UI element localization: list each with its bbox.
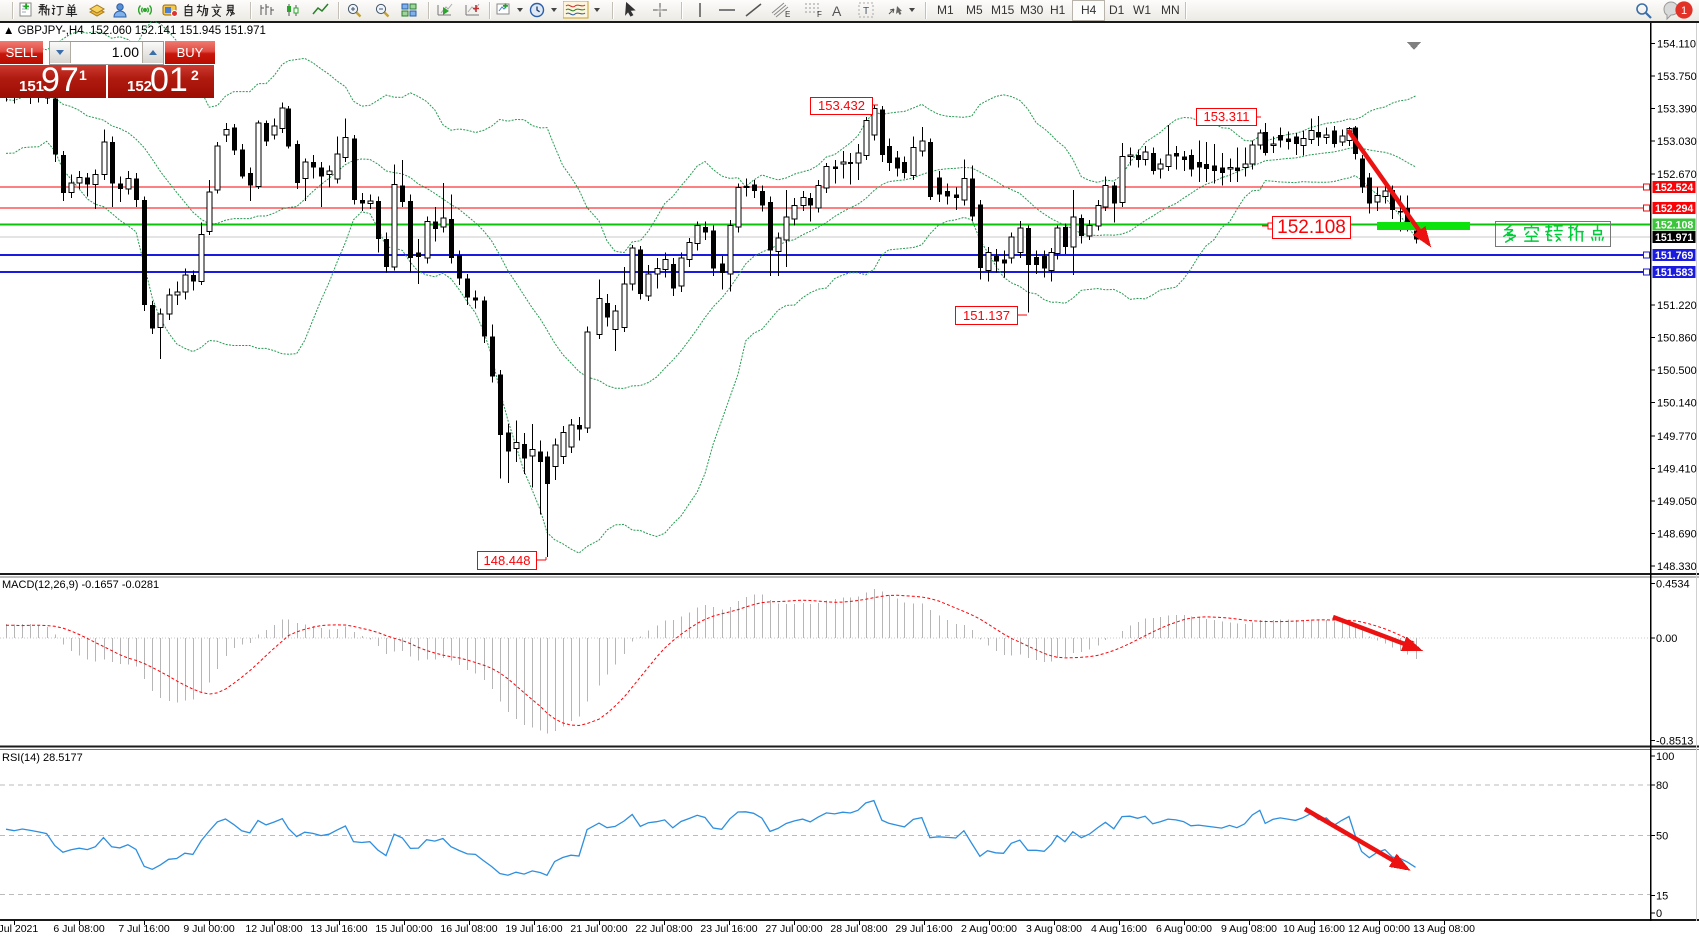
svg-text:100: 100 <box>1656 751 1674 763</box>
svg-text:9 Jul 00:00: 9 Jul 00:00 <box>183 923 235 935</box>
svg-text:153.390: 153.390 <box>1657 104 1697 116</box>
svg-text:9 Aug 08:00: 9 Aug 08:00 <box>1221 923 1277 935</box>
svg-text:1: 1 <box>1681 5 1687 17</box>
svg-text:13 Aug 08:00: 13 Aug 08:00 <box>1413 923 1475 935</box>
svg-text:15 Jul 00:00: 15 Jul 00:00 <box>375 923 432 935</box>
svg-text:22 Jul 08:00: 22 Jul 08:00 <box>635 923 692 935</box>
svg-text:149.770: 149.770 <box>1657 431 1697 443</box>
svg-text:28 Jul 08:00: 28 Jul 08:00 <box>830 923 887 935</box>
svg-text:-0.8513: -0.8513 <box>1656 736 1693 748</box>
svg-text:6 Aug 00:00: 6 Aug 00:00 <box>1156 923 1212 935</box>
svg-text:5 Jul 2021: 5 Jul 2021 <box>0 923 38 935</box>
svg-text:150.860: 150.860 <box>1657 332 1697 344</box>
svg-text:148.330: 148.330 <box>1657 561 1697 573</box>
svg-text:152.670: 152.670 <box>1657 169 1697 181</box>
svg-text:4 Aug 16:00: 4 Aug 16:00 <box>1091 923 1147 935</box>
svg-text:3 Aug 08:00: 3 Aug 08:00 <box>1026 923 1082 935</box>
svg-text:13 Jul 16:00: 13 Jul 16:00 <box>310 923 367 935</box>
svg-text:154.110: 154.110 <box>1657 39 1696 51</box>
svg-text:6 Jul 08:00: 6 Jul 08:00 <box>53 923 105 935</box>
svg-text:50: 50 <box>1656 830 1668 842</box>
svg-text:F: F <box>817 10 822 19</box>
svg-text:151.220: 151.220 <box>1657 300 1697 312</box>
svg-text:0: 0 <box>1656 908 1662 920</box>
svg-text:27 Jul 00:00: 27 Jul 00:00 <box>765 923 822 935</box>
svg-text:150.500: 150.500 <box>1657 365 1697 377</box>
svg-text:7 Jul 16:00: 7 Jul 16:00 <box>118 923 170 935</box>
svg-text:T: T <box>863 6 869 17</box>
svg-text:152.294: 152.294 <box>1655 203 1693 215</box>
svg-text:23 Jul 16:00: 23 Jul 16:00 <box>700 923 757 935</box>
svg-text:148.690: 148.690 <box>1657 529 1697 541</box>
svg-text:16 Jul 08:00: 16 Jul 08:00 <box>440 923 497 935</box>
svg-text:149.410: 149.410 <box>1657 464 1697 476</box>
svg-text:12 Aug 00:00: 12 Aug 00:00 <box>1348 923 1410 935</box>
svg-text:10 Aug 16:00: 10 Aug 16:00 <box>1283 923 1345 935</box>
svg-text:151.971: 151.971 <box>1655 232 1693 244</box>
svg-text:152.524: 152.524 <box>1655 182 1693 194</box>
svg-text:29 Jul 16:00: 29 Jul 16:00 <box>895 923 952 935</box>
svg-text:150.140: 150.140 <box>1657 398 1697 410</box>
svg-text:152.108: 152.108 <box>1655 220 1693 232</box>
svg-text:151.583: 151.583 <box>1655 267 1693 279</box>
svg-text:15: 15 <box>1656 891 1668 903</box>
svg-text:0.00: 0.00 <box>1656 633 1677 645</box>
svg-text:80: 80 <box>1656 780 1668 792</box>
svg-text:149.050: 149.050 <box>1657 496 1697 508</box>
svg-text:153.030: 153.030 <box>1657 136 1697 148</box>
svg-text:19 Jul 16:00: 19 Jul 16:00 <box>505 923 562 935</box>
svg-text:2 Aug 00:00: 2 Aug 00:00 <box>961 923 1017 935</box>
svg-text:12 Jul 08:00: 12 Jul 08:00 <box>245 923 302 935</box>
svg-text:E: E <box>785 10 790 19</box>
svg-text:0.4534: 0.4534 <box>1656 578 1690 590</box>
svg-text:151.769: 151.769 <box>1655 250 1693 262</box>
svg-text:21 Jul 00:00: 21 Jul 00:00 <box>570 923 627 935</box>
svg-text:153.750: 153.750 <box>1657 71 1697 83</box>
